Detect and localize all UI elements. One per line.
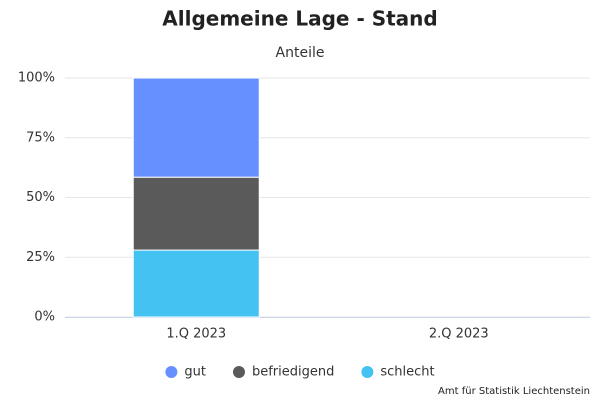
legend-marker [165, 366, 178, 378]
legend-label: schlecht [380, 365, 434, 380]
legend-marker [361, 366, 374, 378]
y-tick-label: 75% [26, 130, 55, 145]
y-tick-label: 25% [26, 250, 55, 265]
bar-segment [132, 176, 260, 251]
bar-segment [132, 249, 260, 318]
x-tick-label: 1.Q 2023 [166, 327, 226, 342]
legend-marker [232, 366, 245, 378]
legend-label: befriedigend [252, 365, 334, 380]
legend-label: gut [184, 365, 206, 380]
y-tick-label: 50% [26, 190, 55, 205]
chart-title: Allgemeine Lage - Stand [162, 7, 437, 31]
credits: Amt für Statistik Liechtenstein [438, 386, 590, 397]
x-tick-label: 2.Q 2023 [429, 327, 489, 342]
y-tick-label: 100% [18, 71, 55, 86]
bar-segment [132, 77, 260, 178]
chart-subtitle: Anteile [276, 45, 325, 61]
y-tick-label: 0% [34, 310, 55, 325]
